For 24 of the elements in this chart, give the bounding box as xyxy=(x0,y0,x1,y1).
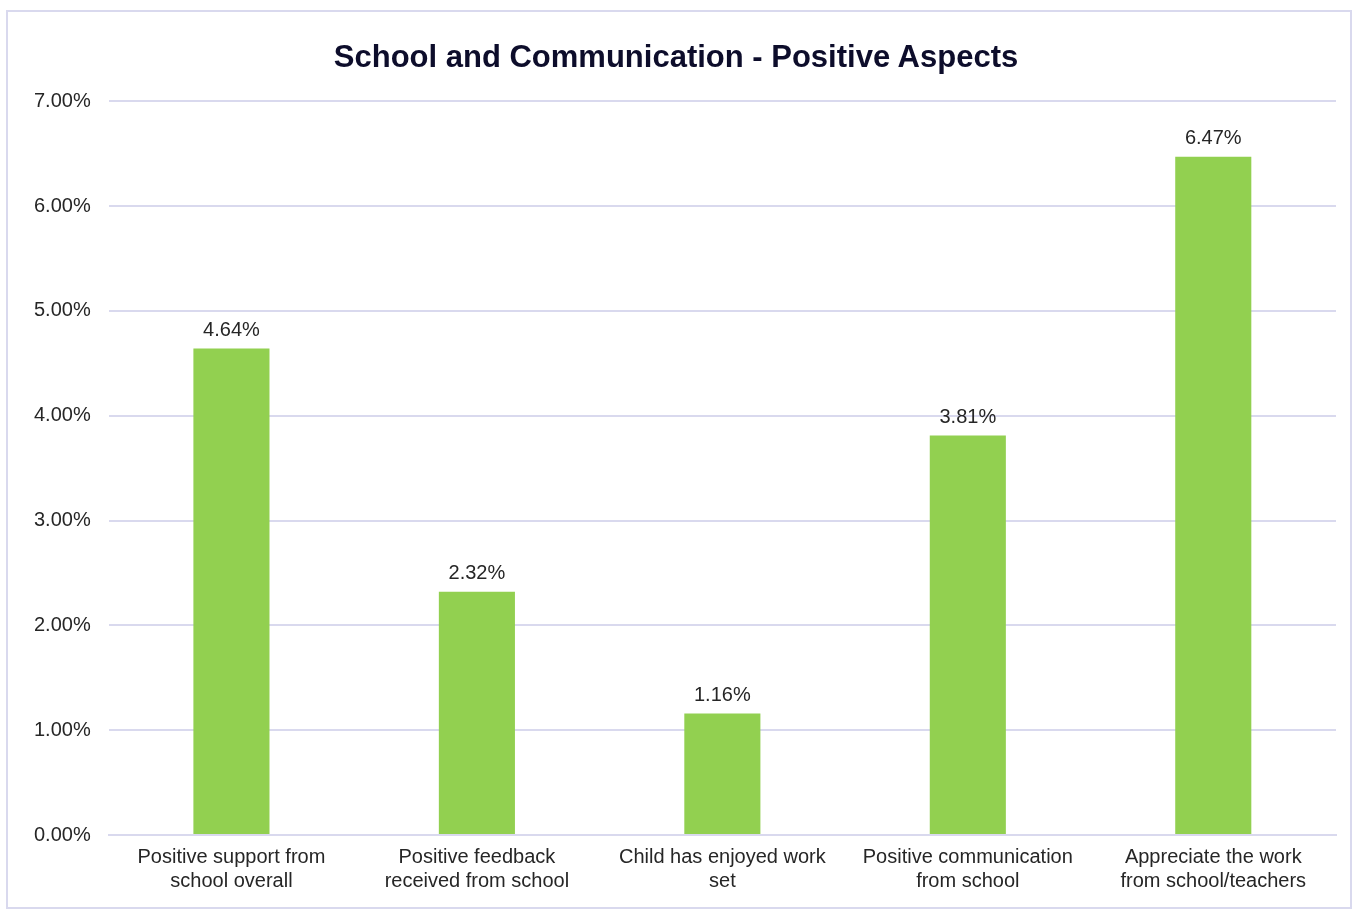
y-tick-label: 7.00% xyxy=(33,88,91,111)
bar xyxy=(684,713,761,834)
chart-title: School and Communication - Positive Aspects xyxy=(333,39,1019,75)
x-tick-label: Child has enjoyed work set xyxy=(618,844,827,891)
y-tick-label: 2.00% xyxy=(33,612,91,635)
y-tick-label: 0.00% xyxy=(33,822,91,845)
y-tick-label: 4.00% xyxy=(33,403,91,426)
bar xyxy=(193,348,270,834)
bar xyxy=(1175,156,1252,834)
bar xyxy=(929,435,1006,834)
x-tick-label: Appreciate the work from school/teachers xyxy=(1120,844,1307,891)
data-label: 3.81% xyxy=(939,405,997,428)
x-tick-label: Positive support from school overall xyxy=(137,844,326,891)
x-tick-label: Positive feedback received from school xyxy=(384,844,570,891)
x-tick-label: Positive communication from school xyxy=(862,844,1073,891)
data-label: 1.16% xyxy=(694,682,751,705)
data-label: 6.47% xyxy=(1184,126,1242,149)
data-label: 4.64% xyxy=(203,318,260,341)
y-tick-label: 6.00% xyxy=(33,193,91,216)
data-label: 2.32% xyxy=(448,561,506,584)
y-tick-label: 1.00% xyxy=(33,717,91,740)
y-tick-label: 5.00% xyxy=(33,298,91,321)
y-tick-label: 3.00% xyxy=(33,508,91,531)
bar xyxy=(438,591,515,834)
